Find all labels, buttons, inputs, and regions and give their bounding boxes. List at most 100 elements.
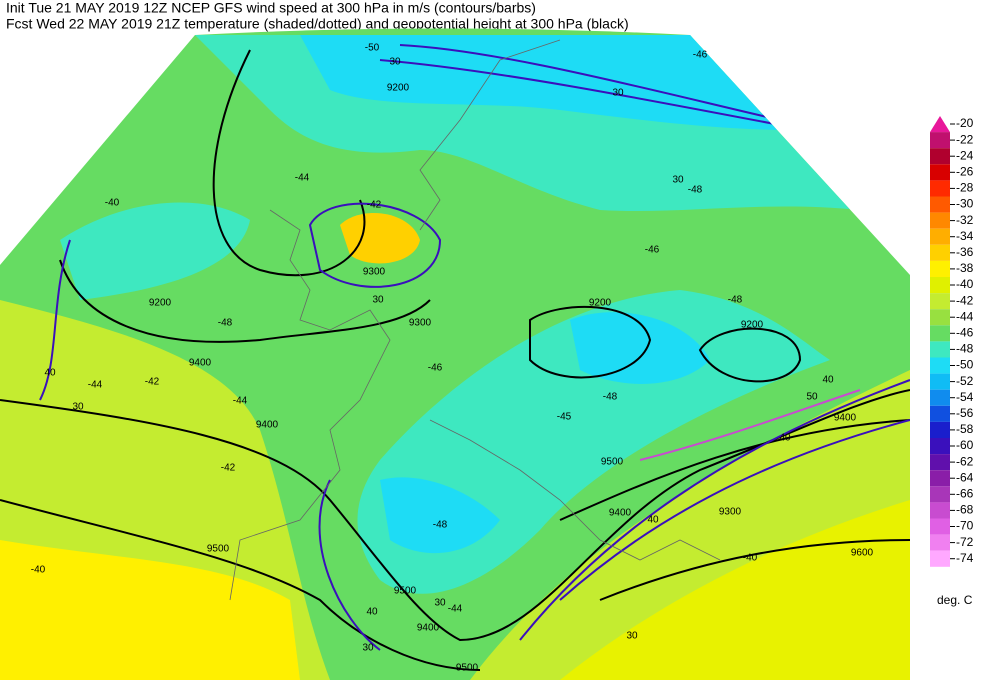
colorbar-label: -26 bbox=[956, 164, 974, 178]
shade bbox=[380, 477, 500, 554]
header-line: Fcst Wed 22 MAY 2019 21Z temperature (sh… bbox=[6, 16, 629, 32]
contour-label: 9300 bbox=[719, 507, 742, 518]
colorbar-box bbox=[930, 260, 950, 277]
colorbar-label: -44 bbox=[956, 309, 974, 323]
shade bbox=[570, 312, 710, 384]
colorbar-box bbox=[930, 534, 950, 551]
colorbar: -20 -22 -24 -26 -28 -30 -32 -34 -36 -38 -40 -42 -44 -… bbox=[930, 116, 974, 567]
coastlines bbox=[229, 39, 721, 601]
colorbar-box bbox=[930, 502, 950, 519]
contour-label: -46 bbox=[428, 363, 443, 374]
colorbar-label: -38 bbox=[956, 261, 974, 275]
colorbar-box bbox=[930, 470, 950, 487]
contour-label: 9300 bbox=[409, 318, 432, 329]
contour-label: 9500 bbox=[207, 544, 230, 555]
colorbar-label: -52 bbox=[956, 374, 974, 388]
contour-label: -44 bbox=[88, 380, 103, 391]
colorbar-cap bbox=[930, 116, 950, 133]
shade bbox=[340, 213, 420, 264]
contour-label: 40 bbox=[44, 368, 56, 379]
contour-label: 40 bbox=[822, 375, 834, 386]
contour-label: 9400 bbox=[256, 420, 279, 431]
colorbar-box bbox=[930, 486, 950, 503]
contour-label: 9400 bbox=[417, 623, 440, 634]
colorbar-label: -46 bbox=[956, 325, 974, 339]
colorbar-box bbox=[930, 293, 950, 310]
contour-label: -48 bbox=[603, 392, 618, 403]
contour-label: -40 bbox=[105, 198, 120, 209]
colorbar-label: -40 bbox=[956, 277, 974, 291]
colorbar-label: -48 bbox=[956, 342, 974, 356]
shade bbox=[0, 540, 300, 680]
contour-label: 30 bbox=[626, 631, 638, 642]
colorbar-box bbox=[930, 438, 950, 455]
contour-label: 9200 bbox=[387, 83, 410, 94]
contour-label: 9200 bbox=[741, 320, 764, 331]
contour-label: 30 bbox=[72, 402, 84, 413]
contour-label: -46 bbox=[645, 245, 660, 256]
contour-label: -48 bbox=[688, 185, 703, 196]
contour-label: -42 bbox=[367, 200, 382, 211]
unit-label: deg. C bbox=[937, 593, 973, 607]
contour-label: 40 bbox=[366, 607, 378, 618]
colorbar-box bbox=[930, 148, 950, 165]
colorbar-label: -24 bbox=[956, 148, 974, 162]
contour-label: 9200 bbox=[149, 298, 172, 309]
contour-label: 9500 bbox=[601, 457, 624, 468]
contour-label: 30 bbox=[434, 598, 446, 609]
colorbar-box bbox=[930, 341, 950, 358]
contour-label: 9400 bbox=[834, 413, 857, 424]
colorbar-label: -42 bbox=[956, 293, 974, 307]
contour-label: 9400 bbox=[189, 358, 212, 369]
colorbar-label: -60 bbox=[956, 438, 974, 452]
colorbar-box bbox=[930, 180, 950, 197]
colorbar-label: -22 bbox=[956, 132, 974, 146]
contour-label: 9200 bbox=[589, 298, 612, 309]
colorbar-box bbox=[930, 196, 950, 213]
shade bbox=[60, 202, 250, 300]
contour-label: -44 bbox=[448, 604, 463, 615]
colorbar-box bbox=[930, 277, 950, 294]
map bbox=[0, 28, 910, 680]
colorbar-box bbox=[930, 518, 950, 535]
contour-label: -40 bbox=[743, 553, 758, 564]
contour-label: 40 bbox=[647, 515, 659, 526]
contour-label: 9400 bbox=[609, 508, 632, 519]
contour-label: 30 bbox=[389, 57, 401, 68]
colorbar-label: -58 bbox=[956, 422, 974, 436]
contour-label: -48 bbox=[728, 295, 743, 306]
colorbar-label: -36 bbox=[956, 245, 974, 259]
colorbar-label: -32 bbox=[956, 213, 974, 227]
contour-label: -42 bbox=[145, 377, 160, 388]
contour-label: 30 bbox=[362, 643, 374, 654]
colorbar-box bbox=[930, 389, 950, 406]
contour-label: -48 bbox=[218, 318, 233, 329]
colorbar-label: -28 bbox=[956, 181, 974, 195]
contour-label: -50 bbox=[365, 43, 380, 54]
wind-contours bbox=[39, 44, 910, 651]
contour-label: 9600 bbox=[851, 548, 874, 559]
colorbar-label: -64 bbox=[956, 470, 974, 484]
contour-label: 9500 bbox=[456, 663, 479, 674]
colorbar-label: -66 bbox=[956, 486, 974, 500]
contour-label: 30 bbox=[372, 295, 384, 306]
colorbar-box bbox=[930, 244, 950, 261]
colorbar-box bbox=[930, 421, 950, 438]
colorbar-label: -56 bbox=[956, 406, 974, 420]
contour-label: 9500 bbox=[394, 586, 417, 597]
colorbar-label: -30 bbox=[956, 197, 974, 211]
contour-label: -45 bbox=[557, 412, 572, 423]
colorbar-box bbox=[930, 454, 950, 471]
colorbar-box bbox=[930, 325, 950, 342]
colorbar-box bbox=[930, 164, 950, 181]
colorbar-box bbox=[930, 373, 950, 390]
colorbar-box bbox=[930, 357, 950, 374]
colorbar-label: -62 bbox=[956, 454, 974, 468]
colorbar-box bbox=[930, 228, 950, 245]
contour-label: 30 bbox=[612, 88, 624, 99]
colorbar-label: -50 bbox=[956, 358, 974, 372]
colorbar-label: -72 bbox=[956, 535, 974, 549]
contour-label: -42 bbox=[221, 463, 236, 474]
colorbar-label: -74 bbox=[956, 551, 974, 565]
colorbar-box bbox=[930, 132, 950, 149]
